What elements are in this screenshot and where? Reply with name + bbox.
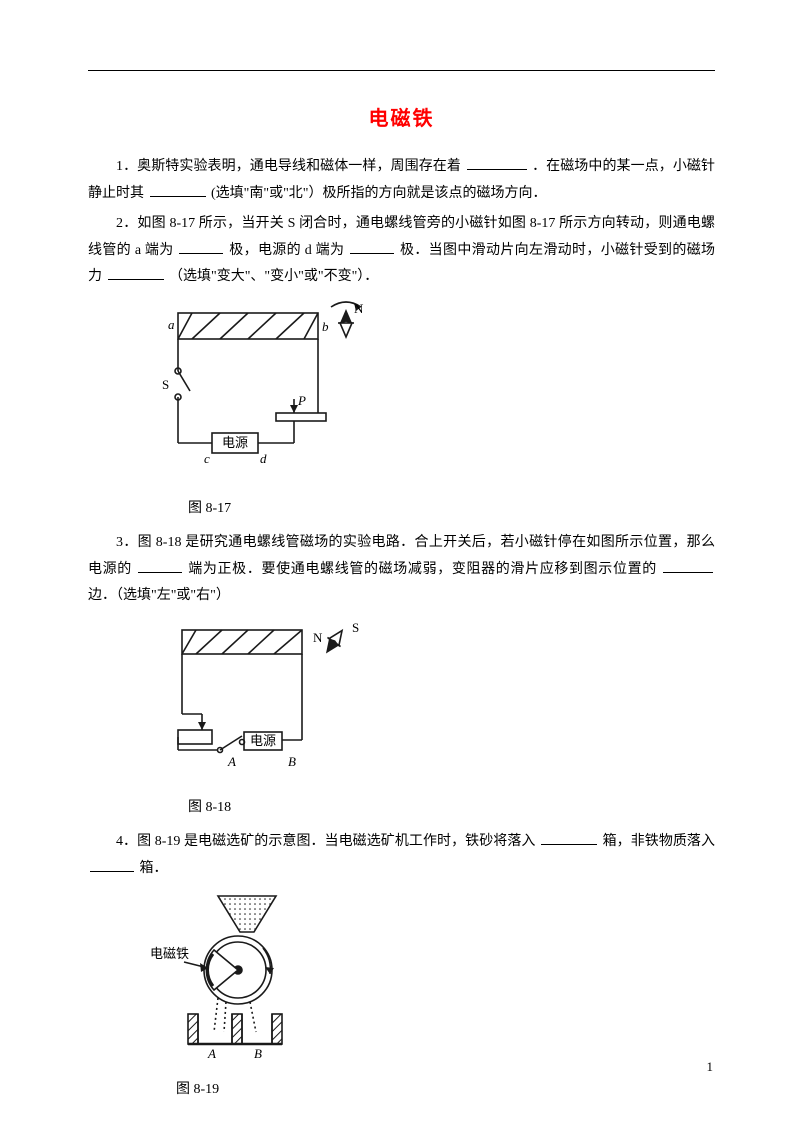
q4-text-3: 箱． — [140, 861, 168, 876]
label-B: B — [288, 754, 296, 769]
label-N-2: N — [313, 630, 323, 645]
question-2: 2．如图 8-17 所示，当开关 S 闭合时，通电螺线管旁的小磁针如图 8-17… — [88, 211, 715, 291]
q4-blank-1[interactable] — [541, 830, 597, 845]
label-d: d — [260, 451, 267, 466]
label-power-2: 电源 — [250, 733, 276, 748]
label-c: c — [204, 451, 210, 466]
label-power-1: 电源 — [222, 435, 248, 450]
q4-text-1: 4．图 8-19 是电磁选矿的示意图．当电磁选矿机工作时，铁砂将落入 — [116, 834, 535, 849]
figure-8-19-caption: 图 8-19 — [176, 1077, 715, 1104]
q2-blank-3[interactable] — [108, 265, 164, 280]
top-rule — [88, 70, 715, 71]
q3-blank-2[interactable] — [663, 558, 713, 573]
q2-blank-2[interactable] — [350, 239, 394, 254]
figure-8-19: 电磁铁 A B 图 8-19 — [148, 892, 715, 1103]
question-1: 1．奥斯特实验表明，通电导线和磁体一样，周围存在着 ．在磁场中的某一点，小磁针静… — [88, 154, 715, 207]
label-A: A — [227, 754, 236, 769]
figure-8-17-caption: 图 8-17 — [188, 496, 715, 523]
label-S: S — [162, 377, 169, 392]
q3-text-3: 边．（选填"左"或"右"） — [88, 588, 230, 603]
q3-blank-1[interactable] — [138, 558, 182, 573]
label-a: a — [168, 317, 175, 332]
label-b: b — [322, 319, 329, 334]
page-number: 1 — [707, 1055, 714, 1080]
label-electromagnet: 电磁铁 — [150, 946, 189, 961]
figure-8-17: a b S c d P N 电源 图 8-17 — [148, 301, 715, 522]
q1-blank-2[interactable] — [150, 182, 206, 197]
figure-8-18: N S A B 电源 图 8-18 — [148, 620, 715, 821]
figure-8-17-svg: a b S c d P N 电源 — [148, 301, 378, 481]
label-P: P — [297, 393, 306, 408]
figure-8-18-caption: 图 8-18 — [188, 795, 715, 822]
label-A-2: A — [207, 1046, 216, 1061]
q3-text-2: 端为正极．要使通电螺线管的磁场减弱，变阻器的滑片应移到图示位置的 — [188, 562, 657, 577]
q2-text-4: （选填"变大"、"变小"或"不变"）． — [169, 269, 378, 284]
q4-text-2: 箱，非铁物质落入 — [603, 834, 715, 849]
page: 电磁铁 1．奥斯特实验表明，通电导线和磁体一样，周围存在着 ．在磁场中的某一点，… — [0, 0, 793, 1122]
label-S-2: S — [352, 620, 359, 635]
figure-8-19-svg: 电磁铁 A B — [148, 892, 318, 1062]
q1-blank-1[interactable] — [467, 155, 527, 170]
label-B-2: B — [254, 1046, 262, 1061]
q2-blank-1[interactable] — [179, 239, 223, 254]
q4-blank-2[interactable] — [90, 857, 134, 872]
question-4: 4．图 8-19 是电磁选矿的示意图．当电磁选矿机工作时，铁砂将落入 箱，非铁物… — [88, 829, 715, 882]
question-3: 3．图 8-18 是研究通电螺线管磁场的实验电路．合上开关后，若小磁针停在如图所… — [88, 530, 715, 610]
q1-text-3: (选填"南"或"北"）极所指的方向就是该点的磁场方向． — [211, 186, 547, 201]
q1-text-1: 1．奥斯特实验表明，通电导线和磁体一样，周围存在着 — [116, 159, 461, 174]
q2-text-2: 极，电源的 d 端为 — [229, 243, 344, 258]
label-N-1: N — [354, 301, 364, 316]
page-title: 电磁铁 — [88, 100, 715, 138]
figure-8-18-svg: N S A B 电源 — [148, 620, 378, 780]
